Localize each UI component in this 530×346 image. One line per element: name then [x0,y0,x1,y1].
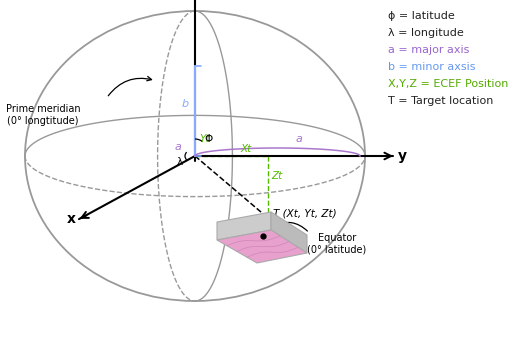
Text: b: b [182,99,189,109]
Text: T = Target location: T = Target location [388,96,493,106]
Text: b = minor axsis: b = minor axsis [388,62,475,72]
Text: Yt: Yt [199,134,209,144]
Text: ϕ = latitude: ϕ = latitude [388,11,455,21]
Text: Equator
(0° latitude): Equator (0° latitude) [307,234,367,255]
Text: x: x [67,212,76,226]
Text: T (Xt, Yt, Zt): T (Xt, Yt, Zt) [273,208,337,218]
Text: a: a [296,134,303,144]
Text: Xt: Xt [240,144,252,154]
Polygon shape [217,230,307,263]
Polygon shape [217,212,271,240]
Text: X,Y,Z = ECEF Position: X,Y,Z = ECEF Position [388,79,508,89]
Text: y: y [398,149,407,163]
Text: λ: λ [177,157,183,167]
Text: North Pole: North Pole [163,0,217,1]
Polygon shape [271,212,307,253]
Text: Prime meridian
(0° longtitude): Prime meridian (0° longtitude) [6,104,81,126]
Text: Φ: Φ [204,134,212,144]
Text: a = major axis: a = major axis [388,45,470,55]
Text: a: a [175,142,182,152]
Text: λ = longitude: λ = longitude [388,28,464,38]
Text: Zt: Zt [271,171,282,181]
